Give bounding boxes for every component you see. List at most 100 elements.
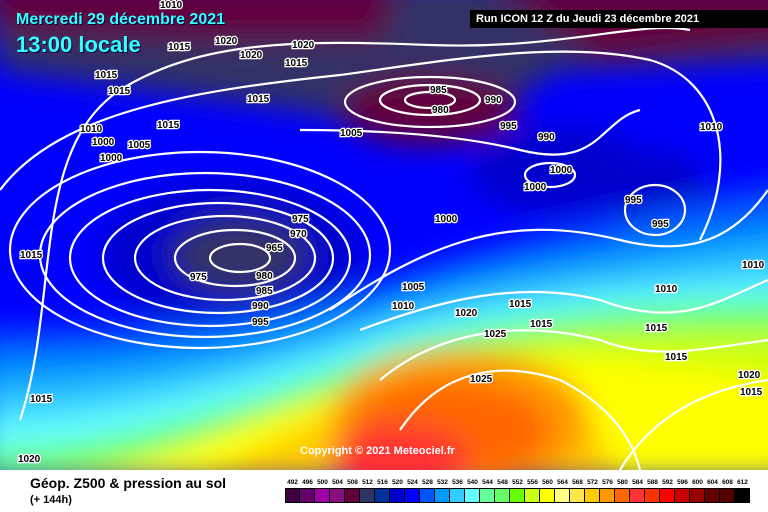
legend-value: 524 xyxy=(407,479,418,486)
legend-swatch xyxy=(405,488,420,503)
legend-item: 580 xyxy=(615,478,630,503)
isobar-label: 1010 xyxy=(80,124,103,135)
isobar-label: 1015 xyxy=(247,94,270,105)
legend-swatch xyxy=(300,488,315,503)
isobar-label: 1020 xyxy=(738,370,761,381)
legend-swatch xyxy=(330,488,345,503)
isobar-label: 990 xyxy=(485,95,502,106)
legend-item: 572 xyxy=(585,478,600,503)
footer: Géop. Z500 & pression au sol (+ 144h) 49… xyxy=(0,470,768,512)
legend-value: 504 xyxy=(332,479,343,486)
legend-value: 532 xyxy=(437,479,448,486)
legend-item: 552 xyxy=(510,478,525,503)
legend-item: 504 xyxy=(330,478,345,503)
legend-swatch xyxy=(345,488,360,503)
legend-item: 588 xyxy=(645,478,660,503)
isobar-label: 1005 xyxy=(340,128,363,139)
isobar-label: 995 xyxy=(252,317,269,328)
legend-swatch xyxy=(660,488,675,503)
legend-swatch xyxy=(525,488,540,503)
legend-value: 552 xyxy=(512,479,523,486)
isobar-label: 1025 xyxy=(484,329,507,340)
legend-swatch xyxy=(495,488,510,503)
isobar-label: 1005 xyxy=(128,140,151,151)
legend-swatch xyxy=(510,488,525,503)
forecast-time: 13:00 locale xyxy=(16,32,141,57)
legend-value: 560 xyxy=(542,479,553,486)
color-legend: 492 496 500 504 508 512 516 520 524 528 532 536 540 5… xyxy=(285,478,750,503)
isobar-label: 975 xyxy=(190,272,207,283)
isobar-label: 1015 xyxy=(95,70,118,81)
isobar-label: 965 xyxy=(266,243,283,254)
legend-item: 564 xyxy=(555,478,570,503)
legend-value: 608 xyxy=(722,479,733,486)
isobar-label: 1010 xyxy=(742,260,765,271)
isobar-label: 1025 xyxy=(470,374,493,385)
legend-item: 548 xyxy=(495,478,510,503)
isobar-label: 1015 xyxy=(30,394,53,405)
isobar-label: 1005 xyxy=(402,282,425,293)
isobar-label: 980 xyxy=(256,271,273,282)
legend-value: 564 xyxy=(557,479,568,486)
isobar-label: 1000 xyxy=(92,137,115,148)
isobar-label: 995 xyxy=(652,219,669,230)
isobar-label: 1020 xyxy=(215,36,238,47)
legend-item: 544 xyxy=(480,478,495,503)
legend-value: 512 xyxy=(362,479,373,486)
legend-item: 592 xyxy=(660,478,675,503)
legend-item: 508 xyxy=(345,478,360,503)
legend-swatch xyxy=(480,488,495,503)
legend-value: 604 xyxy=(707,479,718,486)
legend-value: 500 xyxy=(317,479,328,486)
isobar-label: 980 xyxy=(432,105,449,116)
isobar-label: 1015 xyxy=(740,387,763,398)
legend-swatch xyxy=(585,488,600,503)
legend-swatch xyxy=(435,488,450,503)
isobar-label: 1010 xyxy=(392,301,415,312)
isobar-label: 1020 xyxy=(240,50,263,61)
legend-swatch xyxy=(465,488,480,503)
legend-value: 540 xyxy=(467,479,478,486)
legend-value: 508 xyxy=(347,479,358,486)
legend-item: 576 xyxy=(600,478,615,503)
legend-item: 524 xyxy=(405,478,420,503)
isobar-label: 1000 xyxy=(100,153,123,164)
forecast-date: Mercredi 29 décembre 2021 xyxy=(16,11,226,28)
isobar-label: 1015 xyxy=(168,42,191,53)
isobar-label: 990 xyxy=(252,301,269,312)
isobar-label: 1020 xyxy=(455,308,478,319)
isobar-label: 1010 xyxy=(160,0,183,11)
legend-item: 536 xyxy=(450,478,465,503)
isobar-label: 1015 xyxy=(285,58,308,69)
legend-item: 584 xyxy=(630,478,645,503)
legend-item: 540 xyxy=(465,478,480,503)
isobar-label: 1015 xyxy=(665,352,688,363)
legend-value: 576 xyxy=(602,479,613,486)
legend-value: 516 xyxy=(377,479,388,486)
legend-swatch xyxy=(690,488,705,503)
legend-value: 556 xyxy=(527,479,538,486)
isobar-label: 1015 xyxy=(108,86,131,97)
legend-value: 584 xyxy=(632,479,643,486)
isobar-label: 1010 xyxy=(655,284,678,295)
legend-swatch xyxy=(615,488,630,503)
legend-swatch xyxy=(390,488,405,503)
legend-value: 568 xyxy=(572,479,583,486)
isobar-label: 1015 xyxy=(645,323,668,334)
legend-item: 516 xyxy=(375,478,390,503)
legend-swatch xyxy=(555,488,570,503)
legend-item: 612 xyxy=(735,478,750,503)
isobar-label: 995 xyxy=(500,121,517,132)
legend-item: 596 xyxy=(675,478,690,503)
isobar-label: 985 xyxy=(430,85,447,96)
isobar-label: 1000 xyxy=(435,214,458,225)
legend-item: 600 xyxy=(690,478,705,503)
legend-swatch xyxy=(315,488,330,503)
legend-item: 520 xyxy=(390,478,405,503)
legend-swatch xyxy=(720,488,735,503)
legend-value: 520 xyxy=(392,479,403,486)
legend-value: 536 xyxy=(452,479,463,486)
isobar-label: 1015 xyxy=(157,120,180,131)
